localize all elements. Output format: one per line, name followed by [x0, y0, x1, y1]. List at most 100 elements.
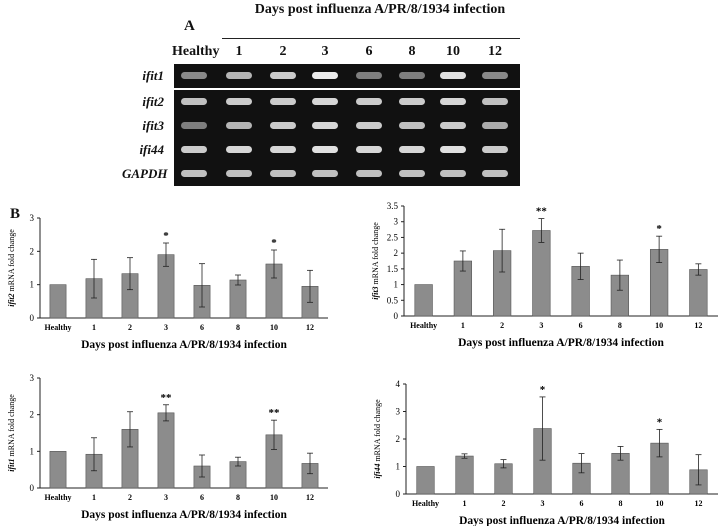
panel-b-label: B — [10, 206, 21, 222]
x-tick-label: Healthy — [410, 321, 437, 330]
x-axis-label: Days post influenza A/PR/8/1934 infectio… — [81, 339, 287, 351]
y-tick-label: 1.5 — [387, 264, 399, 274]
gel-band — [440, 122, 466, 129]
bar — [532, 230, 551, 317]
bar — [455, 455, 474, 495]
lane-label: 12 — [488, 44, 502, 59]
gene-label: ifit3 — [142, 118, 164, 133]
x-tick-label: 2 — [128, 323, 132, 332]
significance-marker: ** — [161, 392, 173, 404]
gel-band — [181, 72, 207, 79]
lane-label: 6 — [365, 44, 373, 59]
y-axis-label: ifi44 mRNA fold change — [373, 399, 382, 479]
y-tick-label: 0.5 — [387, 295, 399, 305]
bar — [49, 284, 67, 319]
gel-band — [226, 122, 252, 129]
x-tick-label: 6 — [200, 323, 204, 332]
y-axis-label: ifit1 mRNA fold change — [7, 394, 16, 472]
gel-band — [312, 72, 338, 79]
gel-band — [440, 98, 466, 105]
gene-label: ifit1 — [142, 68, 164, 83]
x-tick-label: 2 — [500, 321, 504, 330]
significance-marker: * — [656, 223, 662, 235]
gel-band — [440, 146, 466, 153]
gel-band — [226, 146, 252, 153]
gel-band — [226, 170, 252, 177]
significance-marker: * — [163, 230, 169, 242]
x-tick-label: Healthy — [44, 493, 71, 502]
lane-label: 10 — [446, 44, 460, 59]
gel-band — [482, 72, 508, 79]
x-tick-label: 8 — [619, 499, 623, 508]
bar — [414, 284, 433, 317]
gel-band — [270, 72, 296, 79]
gel-band — [356, 72, 382, 79]
gel-band — [270, 146, 296, 153]
gel-band — [270, 122, 296, 129]
x-tick-label: 10 — [270, 323, 278, 332]
y-tick-label: 1 — [394, 280, 399, 290]
gel-band — [356, 122, 382, 129]
gel-band — [312, 98, 338, 105]
y-tick-label: 3 — [30, 213, 35, 223]
lane-label: 1 — [235, 44, 243, 59]
y-tick-label: 0 — [30, 483, 35, 493]
x-tick-label: 1 — [92, 493, 96, 502]
x-tick-label: 10 — [270, 493, 278, 502]
x-tick-label: 12 — [306, 323, 314, 332]
gel-band — [270, 98, 296, 105]
y-tick-label: 3 — [30, 373, 35, 383]
gel-band — [356, 170, 382, 177]
bar — [157, 412, 175, 489]
x-tick-label: 1 — [461, 321, 465, 330]
x-tick-label: 6 — [200, 493, 204, 502]
x-tick-label: 10 — [655, 321, 663, 330]
x-axis-label: Days post influenza A/PR/8/1934 infectio… — [459, 515, 665, 526]
y-axis-label: ifit3 mRNA fold change — [371, 222, 380, 300]
y-tick-label: 3 — [396, 407, 401, 417]
gel-title: Days post influenza A/PR/8/1934 infectio… — [254, 2, 506, 17]
significance-marker: * — [657, 416, 663, 428]
y-tick-label: 2.5 — [387, 232, 399, 242]
gel-row — [174, 64, 520, 88]
x-tick-label: 12 — [306, 493, 314, 502]
gene-label: ifi44 — [139, 142, 164, 157]
y-tick-label: 1 — [30, 280, 35, 290]
lane-label: 2 — [279, 44, 287, 59]
x-tick-label: 12 — [694, 321, 702, 330]
lane-label: 3 — [321, 44, 329, 59]
gel-band — [440, 170, 466, 177]
gel-band — [482, 122, 508, 129]
significance-marker: * — [540, 384, 546, 396]
gel-band — [399, 72, 425, 79]
gel-band — [482, 146, 508, 153]
significance-marker: * — [271, 237, 277, 249]
gel-band — [356, 98, 382, 105]
gel-band — [226, 72, 252, 79]
x-tick-label: 6 — [580, 499, 584, 508]
bar — [229, 279, 247, 319]
y-tick-label: 4 — [396, 379, 401, 389]
gel-row — [174, 90, 520, 114]
gel-band — [312, 122, 338, 129]
bar — [689, 269, 708, 317]
gel-band — [399, 98, 425, 105]
y-tick-label: 1 — [30, 446, 35, 456]
gel-band — [399, 146, 425, 153]
gel-band — [312, 146, 338, 153]
y-tick-label: 2 — [30, 246, 35, 256]
gel-band — [399, 170, 425, 177]
y-tick-label: 2 — [394, 248, 399, 258]
y-tick-label: 2 — [396, 434, 401, 444]
gel-band — [181, 146, 207, 153]
x-tick-label: 6 — [579, 321, 583, 330]
x-tick-label: 3 — [164, 323, 168, 332]
gel-band — [312, 170, 338, 177]
y-tick-label: 0 — [30, 313, 35, 323]
lane-label: Healthy — [172, 44, 220, 59]
y-tick-label: 0 — [394, 311, 399, 321]
y-tick-label: 2 — [30, 410, 35, 420]
bar — [416, 466, 435, 495]
gene-label: ifit2 — [142, 94, 164, 109]
